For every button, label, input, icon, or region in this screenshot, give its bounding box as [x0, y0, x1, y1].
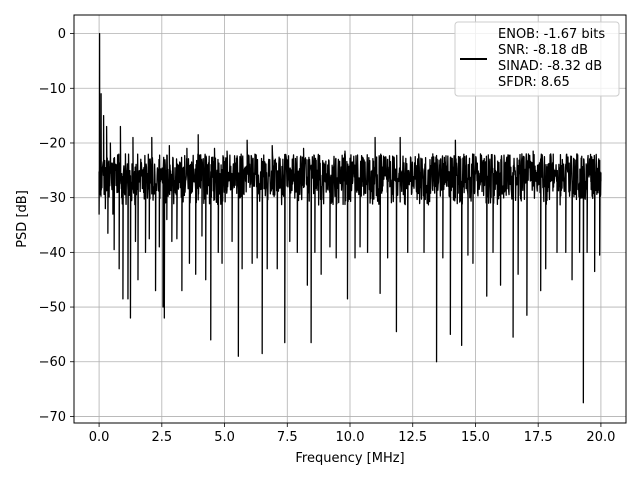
y-axis-label: PSD [dB]: [15, 190, 30, 248]
x-axis-label: Frequency [MHz]: [295, 451, 404, 466]
legend-box: [454, 21, 620, 97]
x-tick-label: 17.5: [524, 430, 553, 445]
x-tick-label: 0.0: [89, 430, 110, 445]
legend: ENOB: -1.67 bits SNR: -8.18 dB SINAD: -8…: [454, 21, 620, 97]
y-tick-label: −70: [39, 410, 66, 425]
x-tick-label: 10.0: [336, 430, 365, 445]
x-tick-label: 2.5: [151, 430, 172, 445]
y-tick-label: −60: [39, 355, 66, 370]
y-tick-label: 0: [58, 27, 66, 42]
legend-sfdr: SFDR: 8.65: [498, 75, 570, 90]
x-tick-label: 7.5: [277, 430, 298, 445]
y-tick-label: −30: [39, 191, 66, 206]
y-tick-label: −40: [39, 246, 66, 261]
y-tick-label: −20: [39, 136, 66, 151]
series-layer: [98, 32, 602, 404]
legend-sinad: SINAD: -8.32 dB: [498, 59, 602, 74]
legend-snr: SNR: -8.18 dB: [498, 43, 588, 58]
x-axis-ticks: 0.0 2.5 5.0 7.5 10.0 12.5 15.0 17.5 20.0: [89, 423, 615, 445]
y-axis-ticks: 0 −10 −20 −30 −40 −50 −60 −70: [39, 27, 74, 425]
y-tick-label: −10: [39, 82, 66, 97]
x-tick-label: 12.5: [398, 430, 427, 445]
psd-series-line: [98, 32, 602, 404]
x-tick-label: 20.0: [586, 430, 615, 445]
x-tick-label: 5.0: [214, 430, 235, 445]
legend-enob: ENOB: -1.67 bits: [498, 27, 605, 42]
x-tick-label: 15.0: [461, 430, 490, 445]
y-tick-label: −50: [39, 301, 66, 316]
